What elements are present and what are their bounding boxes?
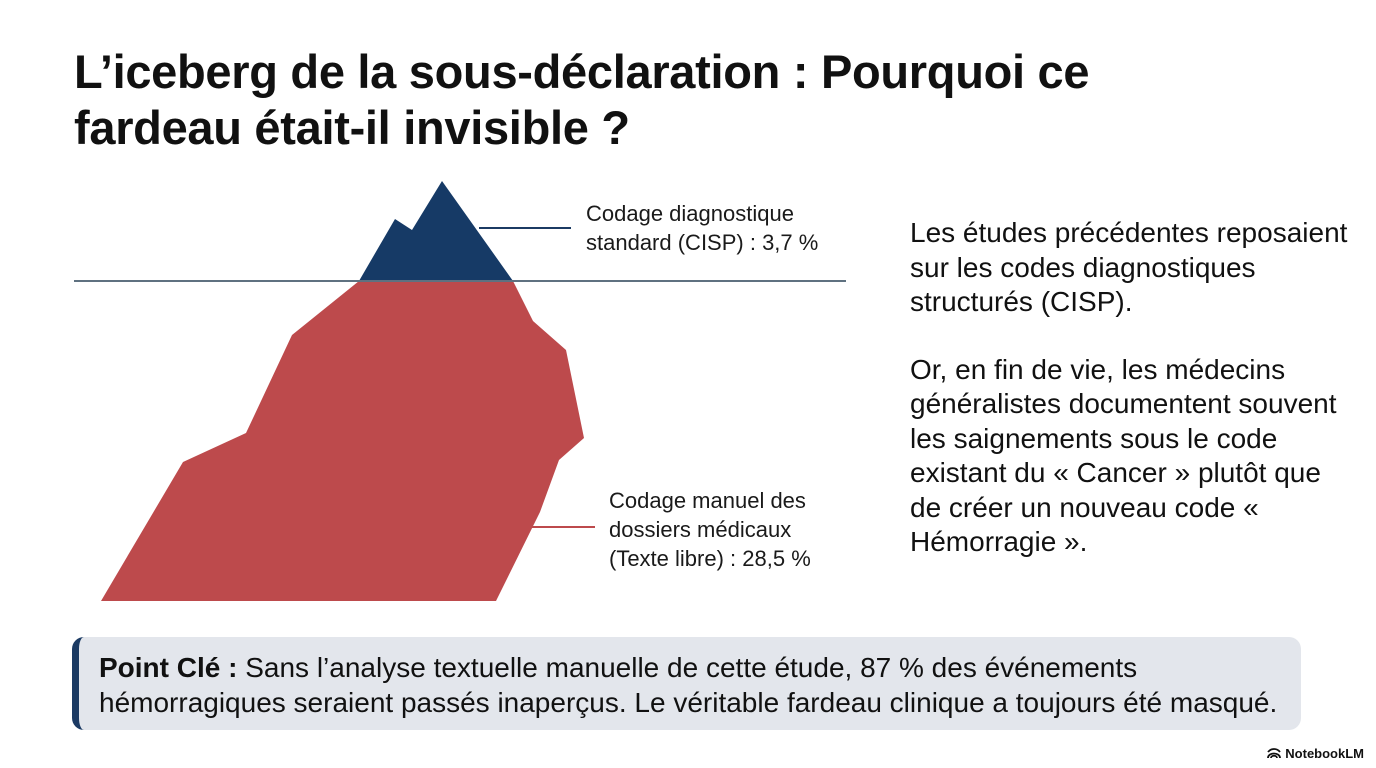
iceberg-diagram — [74, 181, 846, 601]
key-point-text: Sans l’analyse textuelle manuelle de cet… — [99, 652, 1278, 718]
brand-label: NotebookLM — [1285, 746, 1364, 761]
submerged-label-line-2: dossiers médicaux — [609, 517, 792, 542]
brand-mark: NotebookLM — [1267, 746, 1364, 761]
iceberg-tip — [359, 181, 513, 281]
key-point-label: Point Clé : — [99, 652, 238, 683]
key-point-callout: Point Clé : Sans l’analyse textuelle man… — [72, 637, 1301, 730]
explanation-paragraph-2: Or, en fin de vie, les médecins générali… — [910, 353, 1337, 558]
explanation-paragraph-1: Les études précédentes reposaient sur le… — [910, 217, 1348, 317]
tip-label: Codage diagnostique standard (CISP) : 3,… — [586, 201, 819, 255]
notebooklm-icon — [1267, 748, 1282, 759]
submerged-label-line-1: Codage manuel des — [609, 488, 806, 513]
page-title: L’iceberg de la sous-déclaration : Pourq… — [74, 45, 1090, 154]
submerged-label-line-3: (Texte libre) : 28,5 % — [609, 546, 811, 571]
explanation-text: Les études précédentes reposaient sur le… — [910, 216, 1350, 593]
iceberg-submerged-part — [101, 281, 584, 601]
submerged-label: Codage manuel des dossiers médicaux (Tex… — [609, 486, 859, 573]
